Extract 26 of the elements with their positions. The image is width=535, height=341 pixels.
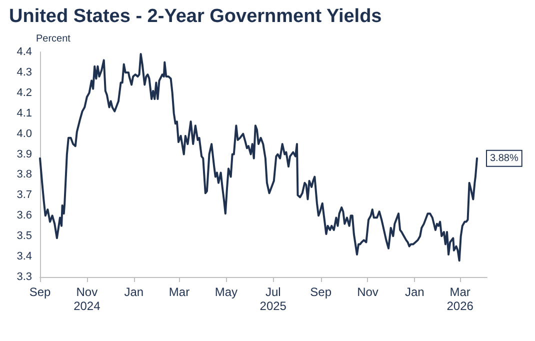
x-tick-label: Jan bbox=[124, 285, 144, 299]
y-tick-label: 3.3 bbox=[16, 271, 32, 283]
y-tick-label: 3.5 bbox=[16, 230, 32, 242]
y-tick-label: 3.8 bbox=[16, 168, 32, 181]
x-tick-label: Jul 2025 bbox=[260, 285, 287, 313]
y-tick-label: 4.1 bbox=[16, 107, 32, 120]
chart-title: United States - 2-Year Government Yields bbox=[9, 6, 382, 27]
y-tick-label: 4.0 bbox=[16, 128, 32, 140]
y-tick-label: 4.2 bbox=[16, 86, 32, 99]
y-tick-label: 3.6 bbox=[16, 210, 32, 222]
y-tick-label: 3.9 bbox=[16, 148, 32, 160]
x-tick-label: Sep bbox=[29, 285, 51, 299]
y-tick-label: 4.3 bbox=[16, 66, 32, 78]
annotation: 3.88% bbox=[490, 152, 518, 164]
line-series bbox=[39, 53, 478, 262]
y-tick-label: 4.4 bbox=[16, 46, 32, 58]
x-tick-label: Sep bbox=[310, 285, 332, 299]
y-axis-title: Percent bbox=[36, 34, 71, 44]
x-tick-label: Mar 2026 bbox=[446, 285, 474, 313]
x-tick-label: Jan bbox=[405, 285, 424, 299]
x-tick-label: Nov 2024 bbox=[74, 285, 101, 313]
y-tick-label: 3.7 bbox=[16, 189, 32, 202]
x-tick-label: Mar bbox=[168, 285, 190, 299]
x-tick-label: Nov bbox=[357, 285, 378, 299]
y-tick-label: 3.4 bbox=[16, 250, 32, 263]
x-tick-label: May bbox=[214, 285, 238, 299]
